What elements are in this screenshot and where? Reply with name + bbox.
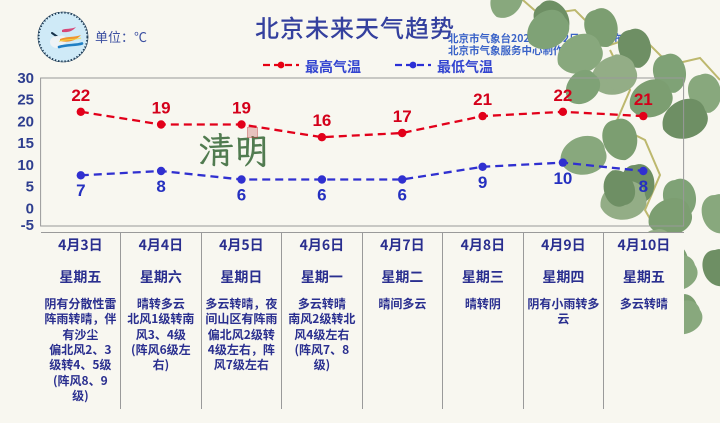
svg-text:0: 0 xyxy=(26,201,34,218)
svg-text:25: 25 xyxy=(17,92,34,109)
svg-text:6: 6 xyxy=(317,186,326,205)
svg-text:8: 8 xyxy=(156,177,165,196)
svg-text:16: 16 xyxy=(312,111,331,130)
svg-text:9: 9 xyxy=(478,173,487,192)
svg-text:7: 7 xyxy=(76,181,85,200)
svg-text:6: 6 xyxy=(397,186,406,205)
svg-text:21: 21 xyxy=(634,90,653,109)
svg-text:17: 17 xyxy=(393,107,412,126)
svg-text:22: 22 xyxy=(553,86,572,105)
svg-text:8: 8 xyxy=(639,177,648,196)
svg-text:19: 19 xyxy=(152,99,171,118)
svg-text:22: 22 xyxy=(71,86,90,105)
svg-text:15: 15 xyxy=(17,135,34,152)
svg-text:21: 21 xyxy=(473,90,492,109)
svg-text:20: 20 xyxy=(17,114,34,131)
svg-text:30: 30 xyxy=(17,70,34,87)
svg-text:19: 19 xyxy=(232,99,251,118)
svg-text:10: 10 xyxy=(17,157,34,174)
svg-text:6: 6 xyxy=(237,186,246,205)
svg-text:5: 5 xyxy=(26,179,34,196)
svg-text:-5: -5 xyxy=(21,217,34,234)
svg-text:10: 10 xyxy=(553,169,572,188)
